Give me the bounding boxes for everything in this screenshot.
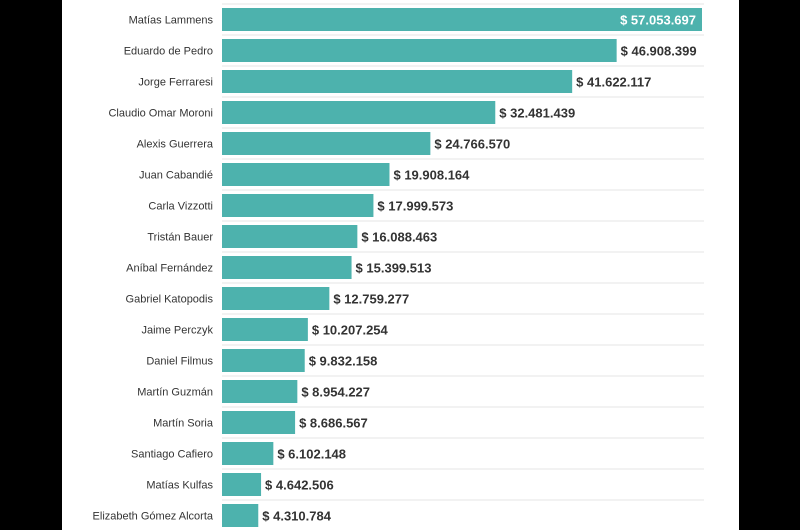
value-label: $ 9.832.158	[309, 354, 378, 369]
value-label: $ 12.759.277	[333, 292, 409, 307]
bar	[222, 473, 262, 496]
category-label: Eduardo de Pedro	[124, 46, 213, 58]
value-label: $ 6.102.148	[277, 447, 346, 462]
value-label: $ 15.399.513	[356, 261, 432, 276]
bar	[222, 318, 308, 341]
value-label: $ 24.766.570	[434, 137, 510, 152]
category-label: Jaime Perczyk	[141, 325, 213, 337]
value-label: $ 19.908.164	[393, 168, 470, 183]
bar	[222, 101, 496, 124]
bar	[222, 163, 390, 186]
category-label: Daniel Filmus	[146, 356, 213, 368]
category-label: Santiago Cafiero	[131, 449, 213, 461]
value-label: $ 41.622.117	[576, 75, 651, 90]
value-label: $ 8.954.227	[301, 385, 370, 400]
bar	[222, 194, 374, 217]
value-label: $ 46.908.399	[621, 44, 697, 59]
category-label: Martín Soria	[153, 418, 214, 430]
chart-panel: Matías Lammens $ 57.053.697 Eduardo de Ped…	[62, 0, 739, 530]
category-label: Jorge Ferraresi	[138, 77, 213, 89]
value-label: $ 8.686.567	[299, 416, 368, 431]
category-label: Claudio Omar Moroni	[108, 108, 213, 120]
bar-chart: Matías Lammens $ 57.053.697 Eduardo de Ped…	[93, 3, 704, 527]
category-label: Elizabeth Gómez Alcorta	[93, 511, 214, 523]
bar	[222, 442, 274, 465]
value-label: $ 32.481.439	[499, 106, 575, 121]
category-label: Alexis Guerrera	[137, 139, 214, 151]
bar	[222, 287, 330, 310]
bar	[222, 70, 573, 93]
category-label: Gabriel Katopodis	[126, 294, 214, 306]
value-label: $ 16.088.463	[361, 230, 437, 245]
category-label: Matías Kulfas	[146, 480, 213, 492]
bar	[222, 256, 352, 279]
bar	[222, 504, 259, 527]
bar	[222, 225, 358, 248]
value-label: $ 4.310.784	[262, 509, 331, 524]
bar	[222, 132, 431, 155]
bar	[222, 8, 702, 31]
bar	[222, 39, 617, 62]
value-label: $ 17.999.573	[377, 199, 453, 214]
bar	[222, 349, 305, 372]
bar	[222, 411, 296, 434]
value-label: $ 4.642.506	[265, 478, 334, 493]
value-label: $ 57.053.697	[620, 13, 696, 28]
category-label: Carla Vizzotti	[148, 201, 213, 213]
category-label: Matías Lammens	[129, 15, 214, 27]
category-label: Martín Guzmán	[137, 387, 213, 399]
bar	[222, 380, 298, 403]
value-label: $ 10.207.254	[312, 323, 389, 338]
category-label: Tristán Bauer	[147, 232, 213, 244]
category-label: Aníbal Fernández	[126, 263, 213, 275]
category-label: Juan Cabandié	[139, 170, 213, 182]
